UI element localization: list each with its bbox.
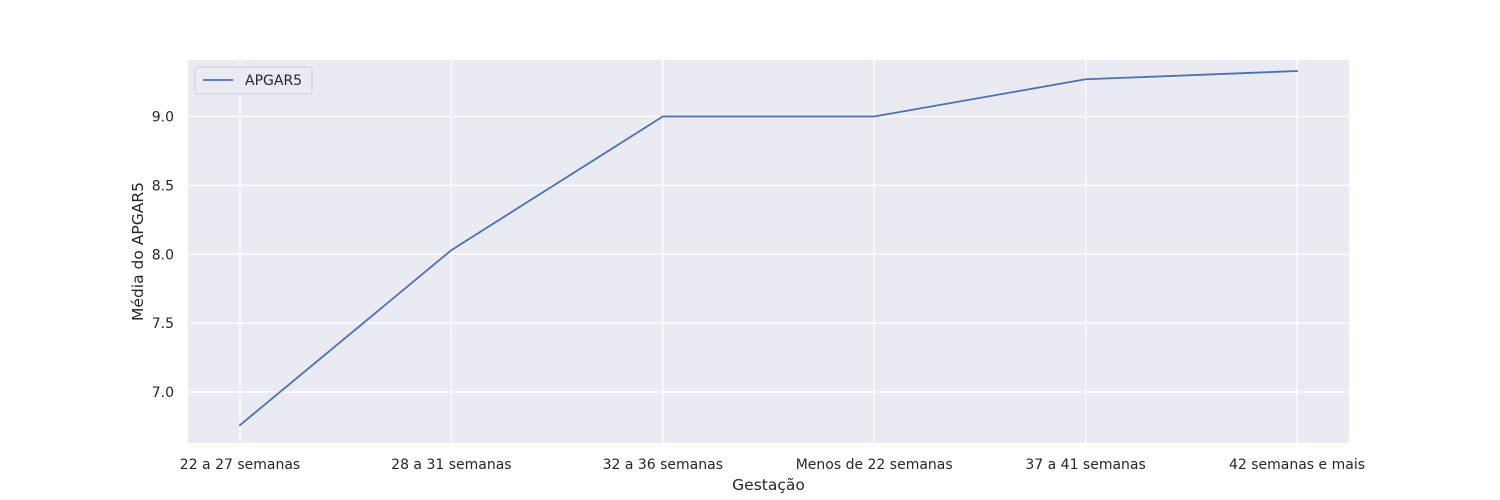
x-tick-label: Menos de 22 semanas	[796, 457, 953, 473]
series-layer	[239, 70, 1298, 426]
data-point	[239, 424, 241, 426]
data-point	[1084, 78, 1087, 81]
series-line-apgar5	[239, 70, 1298, 426]
y-tick-label: 9.0	[152, 109, 174, 125]
x-axis-label: Gestação	[732, 476, 805, 494]
y-tick-label: 7.5	[152, 316, 174, 332]
y-tick-label: 8.0	[152, 247, 174, 263]
plot-area	[188, 60, 1349, 443]
x-tick-label: 37 a 41 semanas	[1025, 457, 1145, 473]
x-tick-label: 42 semanas e mais	[1229, 457, 1365, 473]
legend-box	[194, 66, 313, 95]
y-tick-label: 7.0	[152, 385, 174, 401]
legend: APGAR5	[194, 66, 313, 95]
x-tick-label: 28 a 31 semanas	[391, 457, 511, 473]
x-tick-label: 32 a 36 semanas	[603, 457, 723, 473]
data-point	[1296, 70, 1298, 72]
y-tick-labels: 7.0 7.5 8.0 8.5 9.0	[152, 109, 174, 401]
y-tick-label: 8.5	[152, 178, 174, 194]
legend-label-apgar5: APGAR5	[245, 73, 302, 89]
data-point	[450, 249, 453, 252]
data-point	[661, 115, 664, 118]
x-tick-label: 22 a 27 semanas	[180, 457, 300, 473]
grid-lines	[188, 60, 1349, 443]
data-point	[873, 115, 876, 118]
y-axis-label: Média do APGAR5	[129, 182, 147, 321]
x-tick-labels: 22 a 27 semanas 28 a 31 semanas 32 a 36 se…	[180, 457, 1365, 473]
